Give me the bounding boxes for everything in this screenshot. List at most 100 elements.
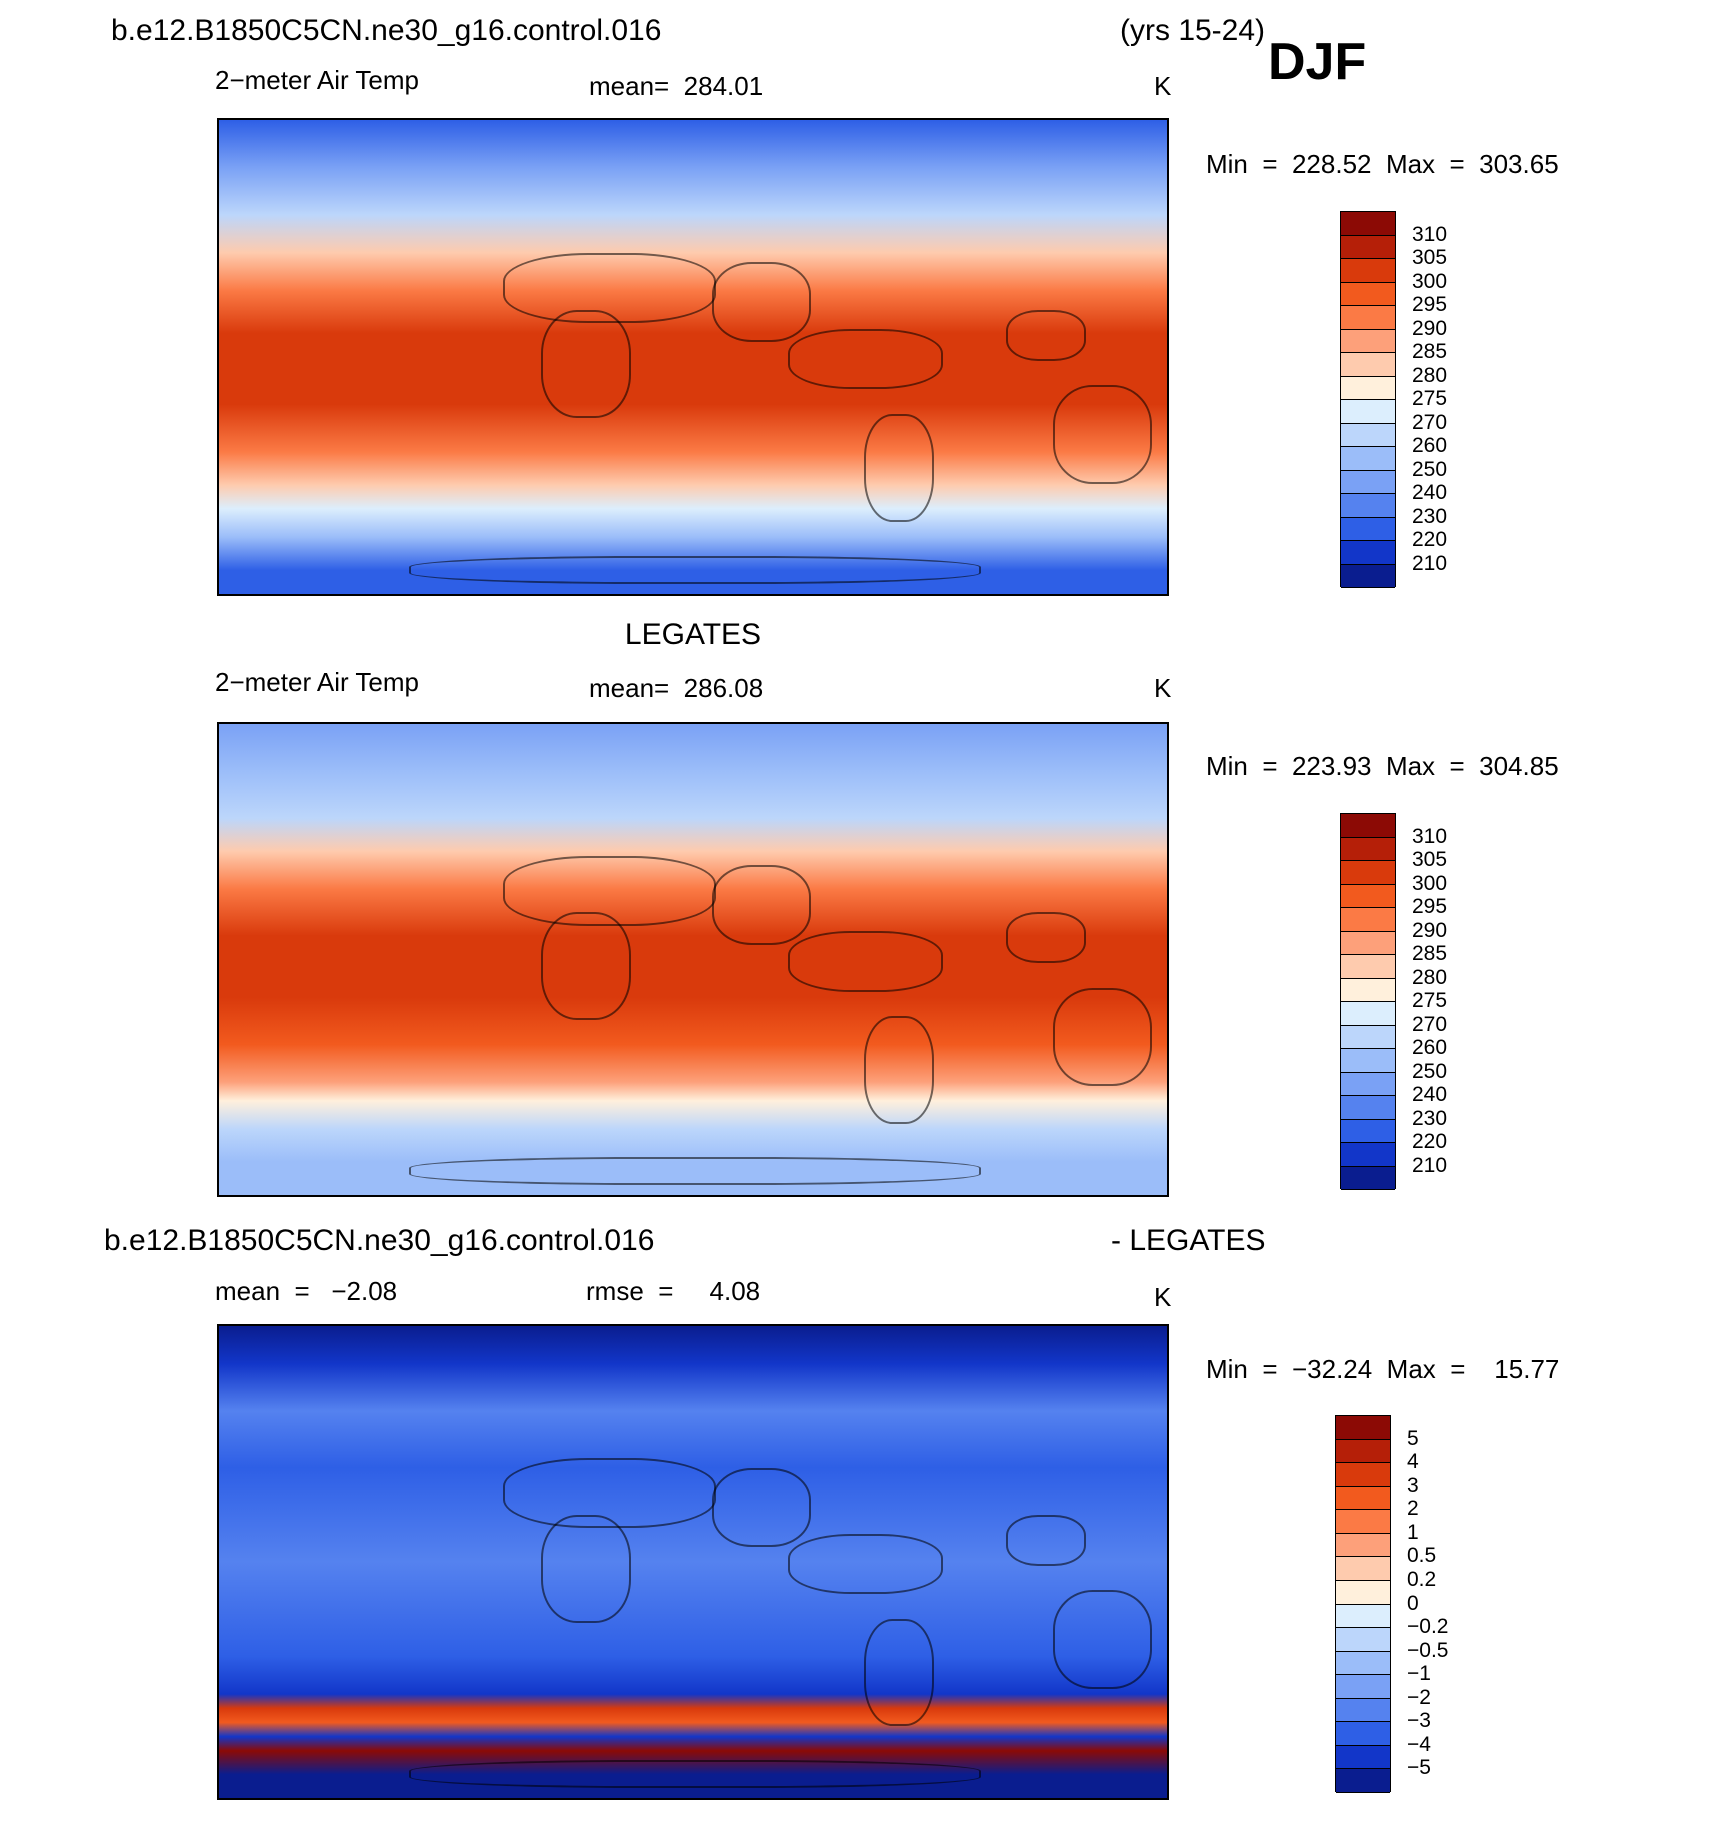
colorbar-swatch — [1336, 1580, 1390, 1605]
land-shape — [863, 1618, 934, 1727]
colorbar-label: 290 — [1412, 918, 1448, 942]
colorbar-swatch — [1336, 1675, 1390, 1699]
colorbar-label: 270 — [1412, 410, 1448, 434]
colorbar-swatch — [1341, 1049, 1395, 1073]
colorbar-label: −1 — [1407, 1662, 1431, 1686]
colorbar-swatch — [1336, 1769, 1390, 1793]
colorbar-label: 3 — [1407, 1473, 1419, 1497]
land-shape — [1005, 309, 1086, 361]
colorbar-label: −5 — [1407, 1756, 1431, 1780]
colorbar-label: 0 — [1407, 1591, 1419, 1615]
colorbar-label: 5 — [1407, 1426, 1419, 1450]
land-shape — [1053, 385, 1153, 485]
colorbar-label: 295 — [1412, 895, 1448, 918]
colorbar-label: 275 — [1412, 387, 1448, 410]
case-title: b.e12.B1850C5CN.ne30_g16.control.016 — [111, 14, 662, 47]
colorbar-label: −2 — [1407, 1685, 1431, 1709]
colorbar-swatch — [1336, 1628, 1390, 1652]
colorbar — [1340, 211, 1396, 588]
colorbar-label: 310 — [1412, 222, 1448, 246]
units: K — [1154, 71, 1172, 101]
colorbar-swatch — [1336, 1510, 1390, 1534]
units: K — [1154, 1282, 1172, 1312]
colorbar-swatch — [1341, 1025, 1395, 1049]
land-shape — [787, 328, 944, 390]
colorbar-swatch — [1336, 1486, 1390, 1511]
colorbar — [1340, 813, 1396, 1190]
colorbar-label: −0.2 — [1407, 1615, 1449, 1639]
land-shape — [503, 252, 716, 324]
colorbar-label: 280 — [1412, 363, 1448, 387]
colorbar-swatch — [1341, 908, 1395, 932]
colorbar-swatch — [1341, 1096, 1395, 1120]
land-shape — [541, 309, 631, 418]
colorbar-label: 210 — [1412, 1153, 1448, 1177]
map — [217, 1324, 1169, 1800]
colorbar-swatch — [1341, 447, 1395, 471]
season: DJF — [1268, 33, 1367, 91]
colorbar-label: 270 — [1412, 1012, 1448, 1036]
colorbar-label: 1 — [1407, 1520, 1419, 1544]
land-shape — [711, 1467, 811, 1548]
land-shape — [787, 1533, 944, 1595]
colorbar — [1335, 1415, 1391, 1793]
land-shape — [863, 413, 934, 523]
colorbar-swatch — [1336, 1463, 1390, 1487]
colorbar-swatch — [1341, 400, 1395, 424]
colorbar-label: 285 — [1412, 340, 1448, 363]
land-shape — [1053, 987, 1153, 1086]
land-shape — [408, 1760, 982, 1788]
colorbar-swatch — [1341, 470, 1395, 494]
variable: 2−meter Air Temp — [215, 65, 420, 95]
colorbar-label: 300 — [1412, 269, 1448, 293]
colorbar-swatch — [1341, 376, 1395, 400]
panel-title: b.e12.B1850C5CN.ne30_g16.control.016 — [104, 1224, 655, 1257]
colorbar-label: 230 — [1412, 504, 1448, 528]
panel-title-right: - LEGATES — [1111, 1224, 1266, 1257]
colorbar-swatch — [1336, 1745, 1390, 1770]
minmax: Min = −32.24 Max = 15.77 — [1206, 1354, 1560, 1384]
land-shape — [787, 931, 944, 992]
colorbar-swatch — [1341, 517, 1395, 541]
land-shape — [408, 1157, 982, 1185]
colorbar-swatch — [1336, 1698, 1390, 1723]
years: (yrs 15-24) — [1120, 14, 1266, 47]
stat: mean = −2.08 — [215, 1276, 398, 1306]
land-shape — [711, 262, 811, 343]
colorbar-label: 310 — [1412, 824, 1448, 848]
colorbar-label: 2 — [1407, 1497, 1419, 1521]
colorbar-label: 250 — [1412, 457, 1448, 481]
stat: mean= 284.01 — [589, 71, 764, 101]
colorbar-label: 260 — [1412, 1036, 1448, 1059]
panel-title: LEGATES — [624, 618, 762, 651]
colorbar-label: 0.5 — [1407, 1544, 1437, 1568]
colorbar-swatch — [1341, 837, 1395, 861]
land-shape — [711, 865, 811, 945]
colorbar-label: 295 — [1412, 293, 1448, 316]
colorbar-swatch — [1341, 1119, 1395, 1143]
colorbar-label: 250 — [1412, 1059, 1448, 1083]
colorbar-label: 285 — [1412, 942, 1448, 965]
colorbar-label: 280 — [1412, 965, 1448, 989]
land-shape — [1053, 1590, 1153, 1689]
colorbar-label: 260 — [1412, 434, 1448, 457]
colorbar-swatch — [1336, 1651, 1390, 1676]
minmax: Min = 223.93 Max = 304.85 — [1206, 751, 1559, 781]
colorbar-label: 230 — [1412, 1106, 1448, 1130]
colorbar-swatch — [1341, 884, 1395, 908]
colorbar-swatch — [1341, 306, 1395, 330]
colorbar-swatch — [1341, 212, 1395, 236]
colorbar-swatch — [1341, 235, 1395, 259]
colorbar-swatch — [1341, 931, 1395, 955]
colorbar-swatch — [1336, 1557, 1390, 1581]
colorbar-swatch — [1341, 494, 1395, 518]
colorbar-label: 220 — [1412, 528, 1448, 551]
colorbar-label: −3 — [1407, 1709, 1431, 1733]
land-shape — [541, 1514, 631, 1623]
colorbar-label: 300 — [1412, 871, 1448, 895]
map — [217, 118, 1169, 596]
colorbar-swatch — [1341, 282, 1395, 306]
stat2: rmse = 4.08 — [586, 1276, 761, 1306]
colorbar-swatch — [1336, 1416, 1390, 1440]
